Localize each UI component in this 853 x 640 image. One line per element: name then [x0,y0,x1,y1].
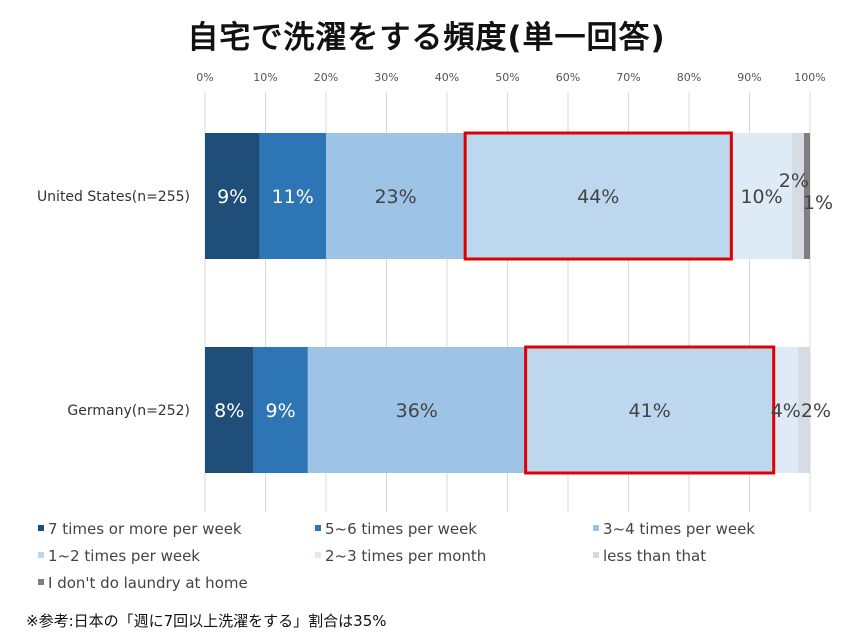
highlight-frame [524,345,776,475]
x-tick-label: 90% [737,71,761,84]
legend-label: 5~6 times per week [325,520,477,538]
data-label: 41% [629,400,671,422]
legend-swatch [38,551,44,558]
legend-swatch [315,524,321,531]
legend-label: less than that [603,547,707,565]
bar-segment [731,133,792,259]
legend-item: 1~2 times per week [38,547,200,565]
x-tick-label: 80% [677,71,701,84]
bar-segment [525,347,774,473]
bar-segment [253,347,308,473]
data-label: 8% [214,400,244,422]
x-tick-label: 70% [616,71,640,84]
legend-label: 2~3 times per month [325,547,487,565]
bar-segment [205,133,260,259]
x-tick-label: 100% [794,71,825,84]
data-label: 4% [771,400,801,422]
legend-item: I don't do laundry at home [38,574,248,592]
data-label: 36% [396,400,438,422]
bar-segment [465,133,732,259]
bar-segment [803,133,810,259]
x-tick-label: 10% [253,71,277,84]
legend-item: 3~4 times per week [593,520,755,538]
bar-segment [205,347,254,473]
x-tick-label: 50% [495,71,519,84]
category-label: United States(n=255) [37,189,190,205]
legend-swatch [38,524,44,531]
footnote: ※参考:日本の「週に7回以上洗濯をする」割合は35% [26,612,387,630]
data-label: 2% [779,170,809,192]
legend-item: less than that [593,547,706,565]
bar-segment [307,347,526,473]
x-tick-label: 0% [196,71,213,84]
legend-item: 7 times or more per week [38,520,242,538]
legend-swatch [315,551,321,558]
bar-segment [773,347,798,473]
x-tick-label: 30% [374,71,398,84]
data-label: 10% [740,186,782,208]
legend-swatch [593,551,599,558]
highlight-frame [463,131,733,261]
chart-title: 自宅で洗濯をする頻度(単一回答) [187,20,666,56]
bar-segment [326,133,466,259]
bar-segment [791,133,804,259]
legend-label: 1~2 times per week [48,547,200,565]
legend-label: 3~4 times per week [603,520,755,538]
legend-label: I don't do laundry at home [48,574,248,592]
data-label: 11% [272,186,314,208]
bar-segment [797,347,810,473]
bar-segment [259,133,326,259]
legend-item: 5~6 times per week [315,520,477,538]
x-tick-label: 60% [556,71,580,84]
legend-label: 7 times or more per week [48,520,242,538]
legend-swatch [593,524,599,531]
category-label: Germany(n=252) [67,403,190,419]
data-label: 9% [266,400,296,422]
legend-swatch [38,578,44,585]
x-tick-label: 20% [314,71,338,84]
data-label: 2% [801,400,831,422]
stacked-bar-chart: 0% 10% 20% 30% 40% 50% 60% 70% 80% 90% 100% United … [37,71,833,512]
legend-item: 2~3 times per month [315,547,486,565]
x-tick-label: 40% [435,71,459,84]
data-label: 9% [217,186,247,208]
data-label: 44% [577,186,619,208]
data-label: 1% [803,192,833,214]
data-label: 23% [374,186,416,208]
